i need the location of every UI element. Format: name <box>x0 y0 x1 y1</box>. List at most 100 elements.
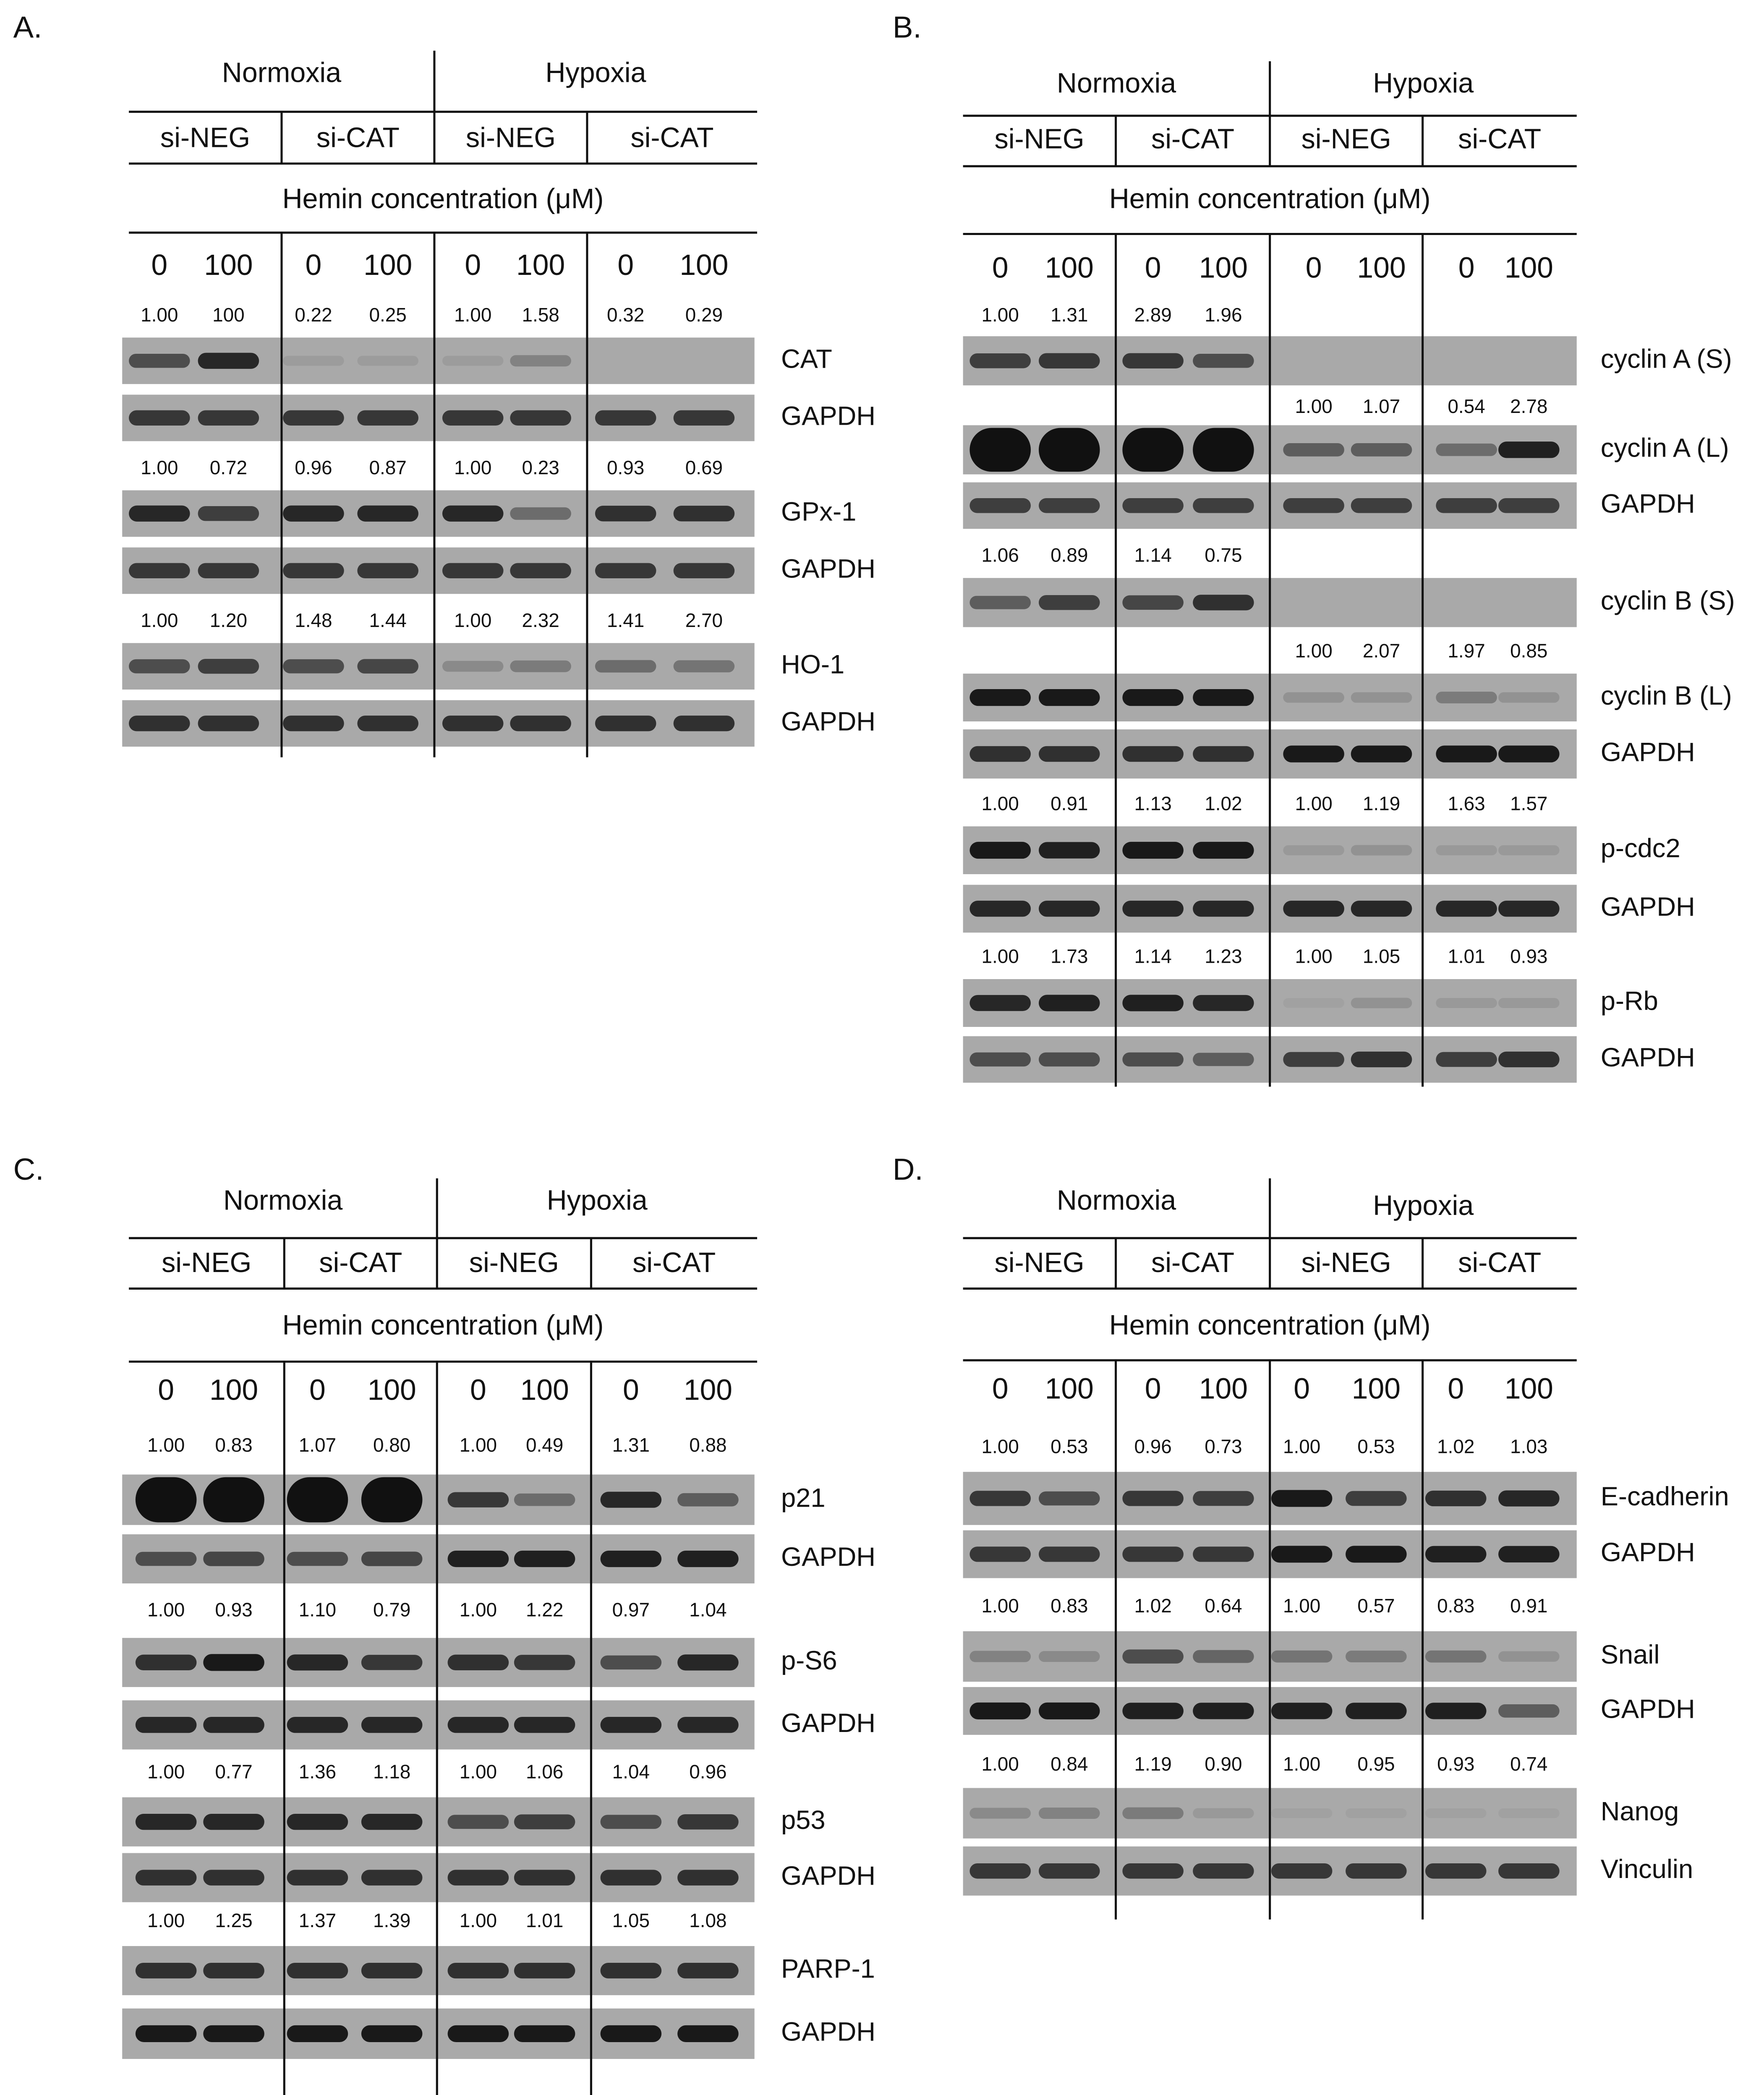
band <box>361 2025 423 2043</box>
treatment-header: si-NEG <box>162 1247 251 1278</box>
blot-label: cyclin B (S) <box>1601 586 1735 615</box>
quant-value: 0.84 <box>1051 1753 1088 1775</box>
concentration: 0 <box>1145 1372 1161 1405</box>
quant-value: 0.96 <box>1134 1435 1171 1457</box>
band <box>514 1870 575 1886</box>
quant-value: 1.31 <box>1051 304 1088 326</box>
band <box>357 716 418 731</box>
band <box>1122 1052 1184 1067</box>
quant-value: 1.00 <box>1283 1753 1320 1775</box>
quant-value: 1.44 <box>369 609 407 631</box>
band <box>1498 1808 1560 1818</box>
band <box>514 1550 575 1567</box>
band <box>510 716 571 731</box>
concentration: 0 <box>617 248 634 281</box>
quant-value: 0.89 <box>1051 544 1088 566</box>
band <box>970 1052 1031 1067</box>
band <box>361 1962 423 1979</box>
blot-label: cyclin B (L) <box>1601 681 1732 711</box>
band <box>1351 498 1412 513</box>
band <box>283 563 344 578</box>
blot-label: GAPDH <box>781 1861 875 1891</box>
band <box>198 658 259 674</box>
band <box>1436 901 1497 917</box>
band <box>970 995 1031 1011</box>
quant-value: 1.00 <box>982 304 1019 326</box>
band <box>203 1552 264 1566</box>
band <box>970 498 1031 513</box>
band <box>1346 1546 1407 1563</box>
band <box>1498 1704 1560 1718</box>
band <box>1193 353 1254 368</box>
quant-value: 1.63 <box>1448 793 1485 815</box>
band <box>970 596 1031 609</box>
quant-value: 1.14 <box>1134 544 1171 566</box>
quant-value: 1.00 <box>982 793 1019 815</box>
band <box>970 1546 1031 1562</box>
band <box>600 1550 662 1567</box>
condition-header: Hypoxia <box>1373 1190 1474 1221</box>
hemin-label: Hemin concentration (μM) <box>282 183 604 214</box>
band <box>203 2025 264 2043</box>
concentration: 0 <box>992 1372 1009 1405</box>
concentration: 100 <box>679 248 728 281</box>
band <box>1425 1808 1487 1818</box>
quant-value: 0.72 <box>210 457 247 478</box>
quant-value: 1.00 <box>460 1599 497 1621</box>
quant-value: 1.00 <box>982 1595 1019 1617</box>
band <box>1122 689 1184 706</box>
quant-value: 1.05 <box>612 1910 650 1931</box>
band <box>1283 498 1344 513</box>
blot-label: GAPDH <box>781 1708 875 1738</box>
band <box>135 2025 197 2043</box>
concentration: 0 <box>158 1374 174 1406</box>
band <box>1498 1651 1560 1662</box>
quant-value: 1.00 <box>454 609 491 631</box>
quant-value: 1.00 <box>460 1910 497 1931</box>
band <box>1346 1703 1407 1719</box>
band <box>198 563 259 578</box>
band <box>1498 998 1560 1008</box>
quant-value: 0.53 <box>1051 1435 1088 1457</box>
band <box>128 353 190 368</box>
band <box>1038 498 1100 513</box>
panel-label: C. <box>13 1152 44 1186</box>
quant-value: 1.73 <box>1051 945 1088 967</box>
blot-label: GAPDH <box>781 707 875 736</box>
quant-value: 1.18 <box>373 1761 410 1783</box>
band <box>1271 1703 1333 1719</box>
band <box>203 1654 264 1671</box>
condition-header: Normoxia <box>1057 1185 1176 1216</box>
band <box>1425 1650 1487 1663</box>
quant-value: 2.70 <box>685 609 723 631</box>
blot-label: GAPDH <box>781 554 875 584</box>
quant-value: 1.02 <box>1134 1595 1171 1617</box>
band <box>442 661 504 672</box>
band <box>1122 1863 1184 1879</box>
concentration: 100 <box>1505 251 1553 284</box>
treatment-header: si-NEG <box>469 1247 559 1278</box>
band <box>514 1493 575 1506</box>
band <box>1283 998 1344 1008</box>
quant-value: 0.73 <box>1205 1435 1242 1457</box>
quant-value: 1.02 <box>1437 1435 1474 1457</box>
band <box>673 563 735 578</box>
quant-value: 1.06 <box>982 544 1019 566</box>
blot-label: GAPDH <box>1601 1538 1695 1567</box>
panel-label: A. <box>13 10 42 44</box>
quant-value: 0.83 <box>1437 1595 1474 1617</box>
quant-value: 0.49 <box>526 1434 563 1456</box>
hemin-label: Hemin concentration (μM) <box>282 1310 604 1341</box>
band <box>357 505 418 522</box>
quant-value: 1.00 <box>1295 945 1332 967</box>
quant-value: 1.19 <box>1134 1753 1171 1775</box>
band <box>1038 595 1100 610</box>
quant-value: 1.00 <box>982 945 1019 967</box>
band <box>1436 845 1497 856</box>
band <box>1283 901 1344 917</box>
band <box>1038 353 1100 368</box>
quant-value: 1.10 <box>299 1599 336 1621</box>
quant-value: 0.22 <box>295 304 332 326</box>
band <box>1122 498 1184 513</box>
